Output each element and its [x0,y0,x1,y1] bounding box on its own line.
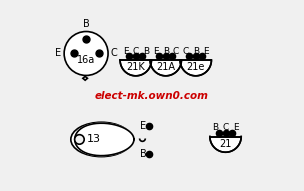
Polygon shape [75,123,134,156]
Circle shape [64,32,108,75]
Text: 21K: 21K [126,62,145,72]
Text: 13: 13 [87,134,101,144]
Text: elect-mk.own0.com: elect-mk.own0.com [95,91,209,100]
Text: E: E [233,123,239,132]
Text: E: E [140,121,146,131]
Text: E: E [203,47,209,56]
Text: 21: 21 [219,139,232,149]
Text: E: E [123,47,128,56]
Text: E: E [153,47,158,56]
Polygon shape [150,60,181,76]
Circle shape [75,135,84,144]
Text: B: B [140,149,146,159]
Text: C: C [111,49,118,58]
Text: 21e: 21e [187,62,205,72]
Text: B: B [193,47,199,56]
Text: 21A: 21A [156,62,175,72]
Text: B: B [83,19,89,29]
Text: B: B [212,123,218,132]
Text: C: C [223,123,229,132]
Text: B: B [143,47,149,56]
Text: E: E [55,49,61,58]
Ellipse shape [71,122,132,157]
Text: C: C [173,47,179,56]
Polygon shape [120,60,151,76]
Polygon shape [210,137,241,152]
Text: C: C [133,47,139,56]
Text: 16a: 16a [77,55,95,65]
Text: C: C [182,47,189,56]
Polygon shape [180,60,211,76]
Text: B: B [163,47,169,56]
